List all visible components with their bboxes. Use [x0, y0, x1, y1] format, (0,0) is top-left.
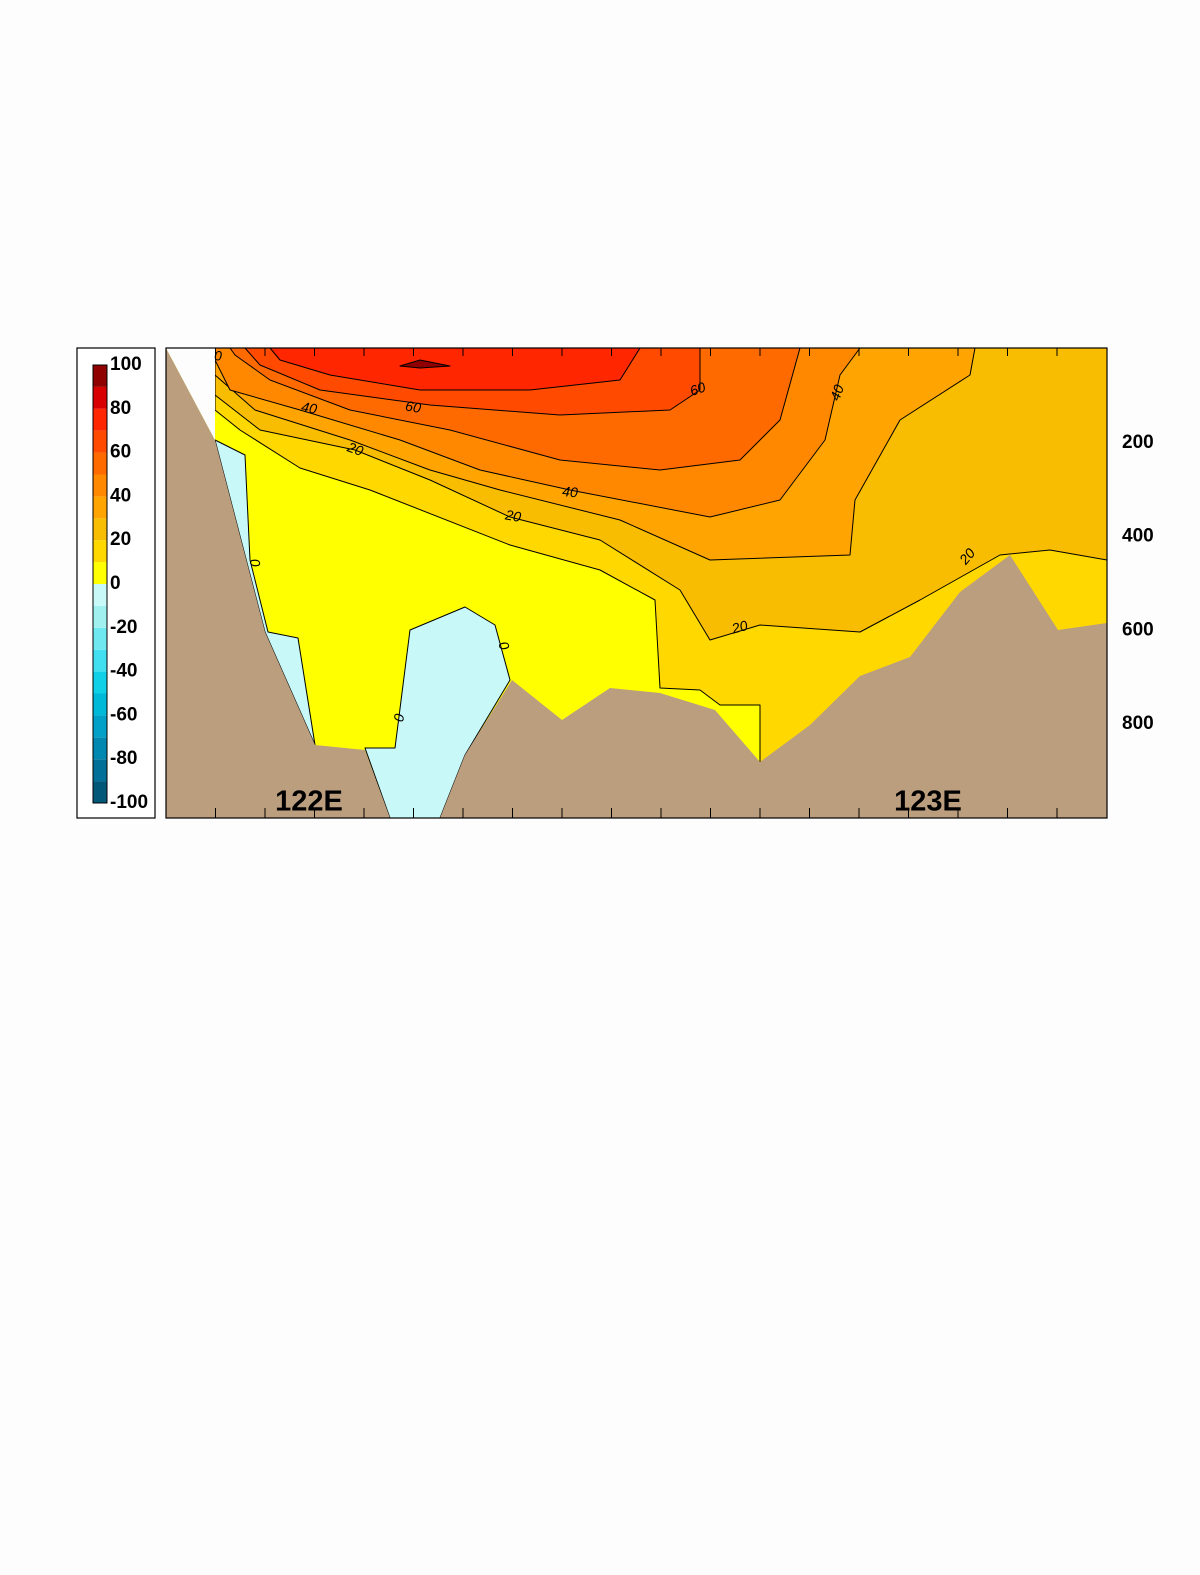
- colorbar-band: [93, 759, 107, 782]
- colorbar-band: [93, 452, 107, 475]
- colorbar-tick-label: 40: [110, 485, 131, 506]
- colorbar-band: [93, 518, 107, 541]
- colorbar-tick-label: -20: [110, 617, 137, 638]
- region-90-100: [399, 359, 451, 369]
- colorbar-band: [93, 737, 107, 760]
- y-tick-label: 600: [1122, 619, 1154, 640]
- topography: [440, 555, 1107, 818]
- colorbar-band: [93, 562, 107, 584]
- colorbar-band: [93, 365, 107, 387]
- colorbar-band: [93, 408, 107, 431]
- colorbar-band: [93, 430, 107, 453]
- colorbar-band: [93, 649, 107, 672]
- colorbar-tick-label: 80: [110, 398, 131, 419]
- colorbar-frame: [92, 364, 108, 804]
- y-tick-label: 800: [1122, 713, 1154, 734]
- colorbar-band: [93, 540, 107, 563]
- colorbar-band: [93, 605, 107, 628]
- contour-label: 40: [300, 398, 318, 416]
- colorbar-band: [93, 671, 107, 694]
- colorbar-tick-label: -100: [110, 792, 148, 813]
- colorbar-band: [93, 474, 107, 497]
- colorbar-tick-label: 100: [110, 354, 142, 375]
- contour-label: 0: [214, 348, 222, 364]
- colorbar-band: [93, 715, 107, 738]
- colorbar-band: [93, 693, 107, 716]
- colorbar-tick-label: 20: [110, 529, 131, 550]
- plot-area: [165, 347, 1108, 819]
- contour-label: 60: [688, 379, 708, 399]
- colorbar-band: [93, 584, 107, 606]
- contour-label: 20: [344, 438, 365, 459]
- colorbar-tick-label: 60: [110, 442, 131, 463]
- y-tick-label: 200: [1122, 432, 1154, 453]
- contour-label: 20: [729, 617, 749, 637]
- legend-box: [76, 347, 156, 819]
- colorbar-tick-label: 0: [110, 573, 121, 594]
- topography: [166, 348, 390, 818]
- contour-label: 60: [404, 397, 422, 415]
- contour-label: 0: [247, 558, 264, 569]
- y-tick-label: 400: [1122, 526, 1154, 547]
- colorbar-tick-label: -40: [110, 661, 137, 682]
- contour-label: 40: [827, 382, 847, 402]
- contour-label: 40: [562, 483, 579, 500]
- contour-label: 0: [390, 712, 407, 723]
- x-label: 123E: [894, 786, 962, 818]
- colorbar-band: [93, 627, 107, 650]
- colorbar-band: [93, 496, 107, 519]
- contour-label: 20: [503, 506, 522, 525]
- colorbar-band: [93, 386, 107, 409]
- colorbar-tick-label: -80: [110, 748, 137, 769]
- blank-corner: [166, 348, 215, 440]
- colorbar-band: [93, 781, 107, 803]
- region-neg: [214, 439, 316, 746]
- plot-frame: [165, 347, 1108, 819]
- x-label: 122E: [275, 786, 343, 818]
- colorbar-tick-label: -60: [110, 704, 137, 725]
- region-70-80: [269, 347, 641, 391]
